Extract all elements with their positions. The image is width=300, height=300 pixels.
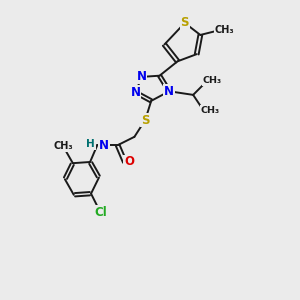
Text: CH₃: CH₃ [200,106,220,115]
Text: O: O [124,155,134,169]
Text: CH₃: CH₃ [53,141,73,151]
Text: S: S [141,113,149,127]
Text: CH₃: CH₃ [203,76,222,85]
Text: Cl: Cl [94,206,107,219]
Text: N: N [164,85,174,98]
Text: N: N [136,70,147,83]
Text: CH₃: CH₃ [215,25,235,35]
Text: N: N [99,139,109,152]
Text: S: S [181,16,189,29]
Text: H: H [86,139,95,149]
Text: N: N [130,86,141,99]
